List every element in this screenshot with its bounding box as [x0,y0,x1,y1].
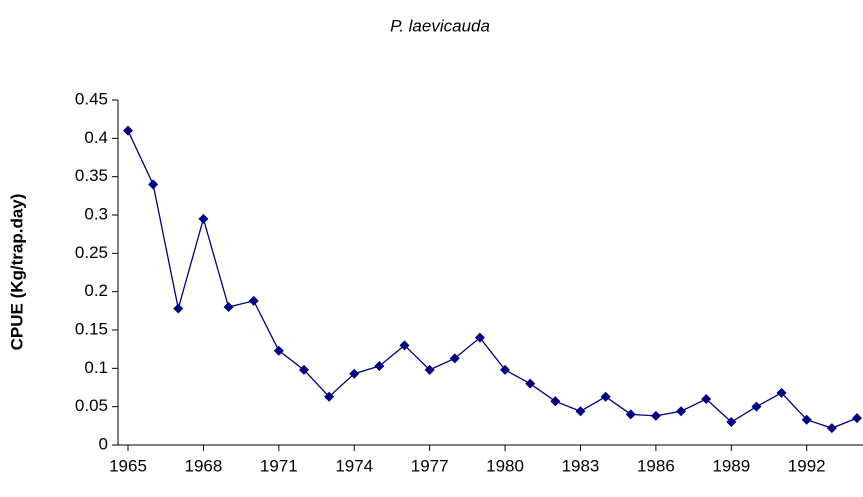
x-tick-label: 1971 [260,456,298,475]
data-point [726,417,737,427]
y-tick-label: 0.1 [84,358,108,377]
data-point [248,295,259,306]
data-point [751,401,762,412]
data-point [123,125,133,136]
data-point [424,364,435,375]
y-tick-label: 0.45 [75,89,108,108]
data-point [550,396,561,407]
y-tick-label: 0.35 [75,166,108,185]
data-point [650,410,661,421]
x-tick-label: 1983 [562,456,600,475]
data-point [701,394,712,404]
x-tick-label: 1986 [637,456,675,475]
data-point [273,345,284,356]
x-tick-label: 1974 [335,456,373,475]
x-tick-label: 1977 [411,456,449,475]
data-point [625,409,636,420]
y-tick-label: 0.25 [75,243,108,262]
y-tick-label: 0.3 [84,204,108,223]
data-point [474,332,485,343]
data-point [399,340,410,351]
data-point [449,353,460,364]
data-point [223,302,234,312]
x-tick-label: 1980 [486,456,524,475]
data-point [324,391,335,402]
chart-title: P. laevicauda [390,16,490,35]
y-tick-label: 0.15 [75,319,108,338]
data-line [127,130,858,429]
y-tick-label: 0.2 [84,281,108,300]
data-point [374,361,385,372]
data-point [298,364,309,375]
data-point [575,406,586,417]
data-point [852,413,862,424]
x-tick-label: 1965 [109,456,147,475]
data-point [776,387,787,398]
data-point [801,414,812,425]
data-point [349,368,360,379]
data-point [500,364,511,375]
y-tick-label: 0.4 [84,128,108,147]
x-tick-label: 1992 [788,456,826,475]
data-point [173,303,184,314]
x-tick-label: 1968 [184,456,222,475]
data-point [198,213,209,224]
data-point [525,378,536,389]
data-point [600,391,611,402]
data-point [676,406,687,417]
y-tick-label: 0 [99,434,108,453]
y-tick-label: 0.05 [75,396,108,415]
data-point [148,179,159,190]
data-point [826,423,837,434]
x-tick-label: 1989 [712,456,750,475]
y-axis-label: CPUE (Kg/trap.day) [7,194,26,351]
